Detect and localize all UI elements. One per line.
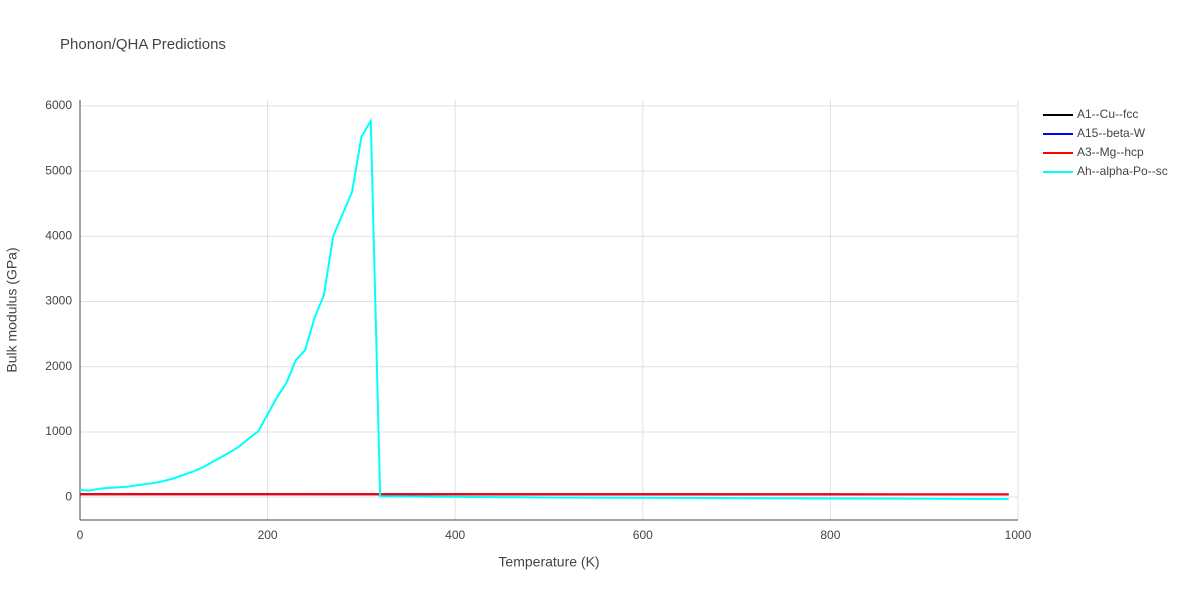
x-axis-title: Temperature (K) bbox=[498, 554, 599, 570]
x-tick-label: 400 bbox=[445, 528, 465, 542]
y-tick-label: 1000 bbox=[45, 424, 72, 438]
series-line bbox=[80, 121, 1009, 499]
y-tick-label: 3000 bbox=[45, 294, 72, 308]
y-tick-label: 2000 bbox=[45, 359, 72, 373]
y-tick-label: 0 bbox=[65, 489, 72, 503]
x-tick-label: 1000 bbox=[1005, 528, 1032, 542]
x-tick-label: 0 bbox=[77, 528, 84, 542]
legend-label: A1--Cu--fcc bbox=[1077, 107, 1138, 121]
legend-label: A3--Mg--hcp bbox=[1077, 145, 1144, 159]
legend-label: Ah--alpha-Po--sc bbox=[1077, 164, 1168, 178]
y-tick-label: 6000 bbox=[45, 98, 72, 112]
legend-label: A15--beta-W bbox=[1077, 126, 1146, 140]
y-tick-label: 5000 bbox=[45, 163, 72, 177]
x-tick-label: 800 bbox=[820, 528, 840, 542]
y-axis-title: Bulk modulus (GPa) bbox=[4, 247, 20, 372]
x-tick-label: 200 bbox=[258, 528, 278, 542]
chart-title: Phonon/QHA Predictions bbox=[60, 36, 226, 53]
y-tick-label: 4000 bbox=[45, 228, 72, 242]
x-tick-label: 600 bbox=[633, 528, 653, 542]
